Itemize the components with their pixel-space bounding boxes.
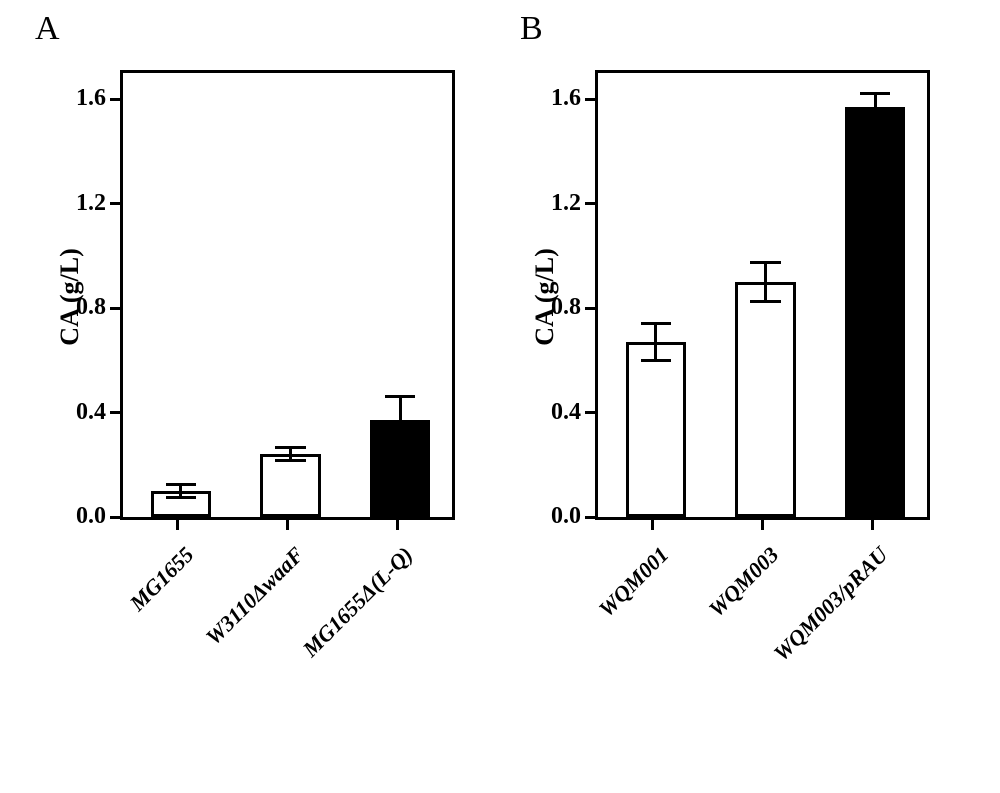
ytick-mark: [110, 307, 120, 310]
panel-a-plot: [120, 70, 455, 520]
errorbar-cap: [641, 322, 671, 325]
xtick-mark: [396, 520, 399, 530]
xtick-mark: [871, 520, 874, 530]
ytick-label: 1.6: [62, 85, 106, 112]
ytick-mark: [585, 516, 595, 519]
ytick-label: 0.4: [537, 399, 581, 426]
ytick-mark: [585, 202, 595, 205]
bar: [845, 107, 905, 517]
errorbar-cap: [860, 119, 890, 122]
figure: A B CA (g/L) CA (g/L): [0, 0, 1000, 793]
errorbar-cap: [166, 483, 196, 486]
errorbar-stem: [654, 324, 657, 361]
errorbar-cap: [750, 261, 780, 264]
xtick-mark: [286, 520, 289, 530]
errorbar-cap: [860, 92, 890, 95]
ytick-mark: [110, 98, 120, 101]
bar: [260, 454, 320, 517]
ytick-label: 1.2: [62, 190, 106, 217]
ytick-mark: [110, 411, 120, 414]
errorbar-stem: [874, 94, 877, 120]
bar: [626, 342, 686, 517]
errorbar-cap: [385, 442, 415, 445]
errorbar-cap: [385, 395, 415, 398]
xtick-mark: [761, 520, 764, 530]
ytick-label: 0.0: [537, 503, 581, 530]
ytick-mark: [110, 516, 120, 519]
errorbar-stem: [764, 262, 767, 301]
xtick-mark: [651, 520, 654, 530]
errorbar-cap: [275, 446, 305, 449]
ytick-mark: [110, 202, 120, 205]
xtick-mark: [176, 520, 179, 530]
bar: [735, 282, 795, 517]
ytick-label: 1.6: [537, 85, 581, 112]
panel-b-plot: [595, 70, 930, 520]
errorbar-cap: [750, 300, 780, 303]
ytick-mark: [585, 307, 595, 310]
ytick-label: 1.2: [537, 190, 581, 217]
errorbar-cap: [641, 359, 671, 362]
ytick-mark: [585, 98, 595, 101]
panel-b-label: B: [520, 10, 543, 48]
errorbar-cap: [166, 496, 196, 499]
ytick-label: 0.4: [62, 399, 106, 426]
ytick-label: 0.8: [62, 294, 106, 321]
panel-a-label: A: [35, 10, 60, 48]
errorbar-stem: [399, 397, 402, 444]
ytick-label: 0.8: [537, 294, 581, 321]
ytick-label: 0.0: [62, 503, 106, 530]
errorbar-cap: [275, 459, 305, 462]
ytick-mark: [585, 411, 595, 414]
